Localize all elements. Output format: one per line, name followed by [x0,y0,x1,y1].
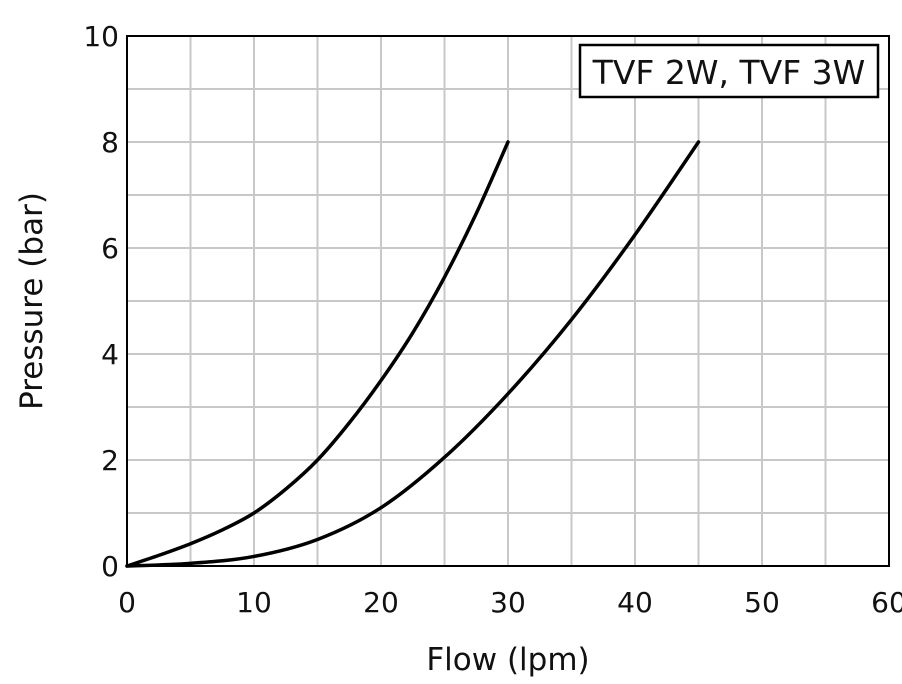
y-tick-label: 0 [101,550,119,583]
y-tick-label: 10 [83,20,119,53]
x-tick-label: 30 [490,586,526,619]
y-tick-label: 4 [101,338,119,371]
y-tick-label: 8 [101,126,119,159]
x-tick-label: 60 [871,586,902,619]
x-tick-label: 20 [363,586,399,619]
y-tick-label: 6 [101,232,119,265]
legend-box: TVF 2W, TVF 3W [578,43,880,99]
y-axis-label: Pressure (bar) [14,192,50,410]
y-tick-label: 2 [101,444,119,477]
x-tick-label: 0 [118,586,136,619]
x-tick-label: 50 [744,586,780,619]
series-layer [125,140,701,568]
x-tick-label: 40 [617,586,653,619]
series-line-2 [125,140,701,568]
grid [127,36,889,566]
tick-labels: 0 10 20 30 40 50 60 0 2 4 6 8 10 [83,20,902,619]
series-line-1 [125,140,510,568]
x-tick-label: 10 [236,586,272,619]
legend-label: TVF 2W, TVF 3W [592,53,866,92]
plot-frame [126,35,890,567]
x-axis-label: Flow (lpm) [426,642,589,678]
